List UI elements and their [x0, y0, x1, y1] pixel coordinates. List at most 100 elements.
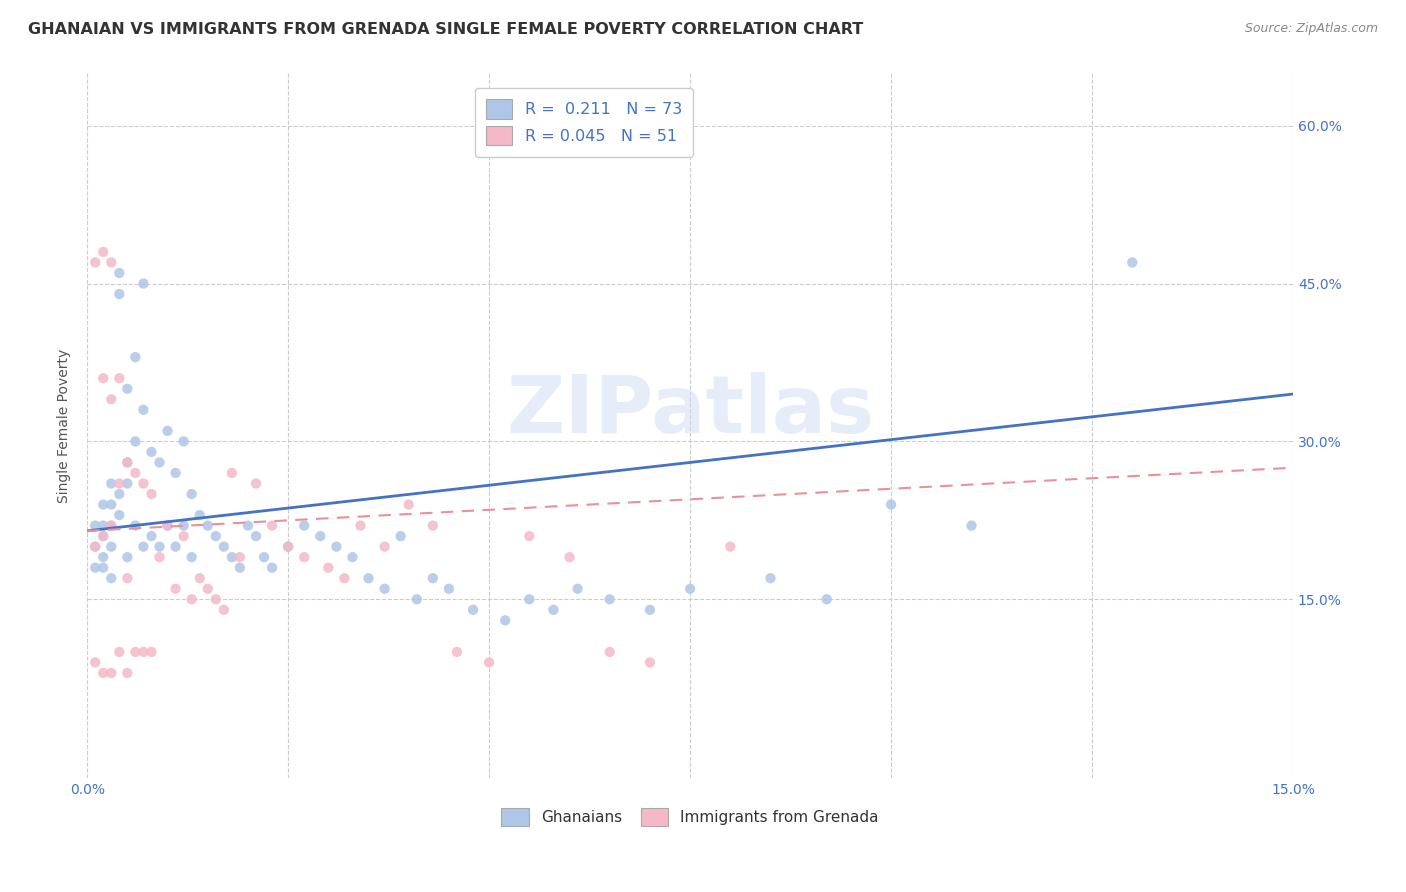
Point	[567, 582, 589, 596]
Point	[349, 518, 371, 533]
Point	[91, 665, 114, 680]
Point	[91, 371, 114, 385]
Point	[212, 603, 235, 617]
Point	[108, 476, 131, 491]
Point	[84, 540, 107, 554]
Point	[374, 582, 396, 596]
Point	[117, 550, 139, 565]
Point	[318, 560, 340, 574]
Point	[84, 255, 107, 269]
Point	[100, 518, 122, 533]
Point	[277, 540, 299, 554]
Point	[91, 518, 114, 533]
Point	[141, 529, 163, 543]
Point	[100, 571, 122, 585]
Point	[173, 434, 195, 449]
Point	[422, 571, 444, 585]
Point	[132, 645, 155, 659]
Point	[204, 529, 226, 543]
Point	[188, 571, 211, 585]
Point	[389, 529, 412, 543]
Point	[478, 656, 501, 670]
Point	[277, 540, 299, 554]
Point	[494, 613, 516, 627]
Point	[236, 518, 259, 533]
Point	[333, 571, 356, 585]
Point	[543, 603, 565, 617]
Point	[91, 550, 114, 565]
Point	[197, 582, 219, 596]
Point	[100, 498, 122, 512]
Point	[342, 550, 364, 565]
Point	[124, 645, 146, 659]
Point	[405, 592, 427, 607]
Point	[309, 529, 332, 543]
Point	[374, 540, 396, 554]
Point	[245, 529, 267, 543]
Point	[100, 392, 122, 407]
Point	[100, 255, 122, 269]
Point	[292, 518, 315, 533]
Point	[132, 402, 155, 417]
Point	[517, 529, 540, 543]
Point	[117, 476, 139, 491]
Point	[599, 592, 621, 607]
Point	[117, 665, 139, 680]
Point	[253, 550, 276, 565]
Point	[141, 487, 163, 501]
Point	[124, 434, 146, 449]
Text: Source: ZipAtlas.com: Source: ZipAtlas.com	[1244, 22, 1378, 36]
Point	[638, 656, 661, 670]
Point	[880, 498, 903, 512]
Point	[156, 518, 179, 533]
Point	[229, 550, 252, 565]
Y-axis label: Single Female Poverty: Single Female Poverty	[58, 349, 72, 503]
Point	[599, 645, 621, 659]
Point	[132, 277, 155, 291]
Point	[91, 529, 114, 543]
Point	[156, 518, 179, 533]
Point	[197, 518, 219, 533]
Point	[132, 476, 155, 491]
Legend: Ghanaians, Immigrants from Grenada: Ghanaians, Immigrants from Grenada	[494, 800, 886, 834]
Point	[558, 550, 581, 565]
Point	[108, 508, 131, 522]
Point	[91, 244, 114, 259]
Point	[91, 529, 114, 543]
Point	[165, 466, 187, 480]
Point	[398, 498, 420, 512]
Point	[260, 560, 283, 574]
Point	[108, 371, 131, 385]
Point	[718, 540, 741, 554]
Point	[100, 476, 122, 491]
Point	[446, 645, 468, 659]
Point	[124, 350, 146, 364]
Point	[124, 518, 146, 533]
Point	[100, 518, 122, 533]
Point	[148, 550, 170, 565]
Point	[815, 592, 838, 607]
Point	[212, 540, 235, 554]
Point	[108, 645, 131, 659]
Point	[84, 540, 107, 554]
Point	[124, 466, 146, 480]
Point	[245, 476, 267, 491]
Point	[148, 455, 170, 469]
Point	[156, 424, 179, 438]
Point	[117, 455, 139, 469]
Point	[173, 529, 195, 543]
Point	[165, 582, 187, 596]
Point	[204, 592, 226, 607]
Point	[108, 287, 131, 301]
Point	[292, 550, 315, 565]
Point	[141, 445, 163, 459]
Point	[357, 571, 380, 585]
Point	[91, 498, 114, 512]
Point	[325, 540, 347, 554]
Point	[461, 603, 484, 617]
Point	[422, 518, 444, 533]
Point	[638, 603, 661, 617]
Point	[84, 518, 107, 533]
Point	[165, 540, 187, 554]
Point	[117, 571, 139, 585]
